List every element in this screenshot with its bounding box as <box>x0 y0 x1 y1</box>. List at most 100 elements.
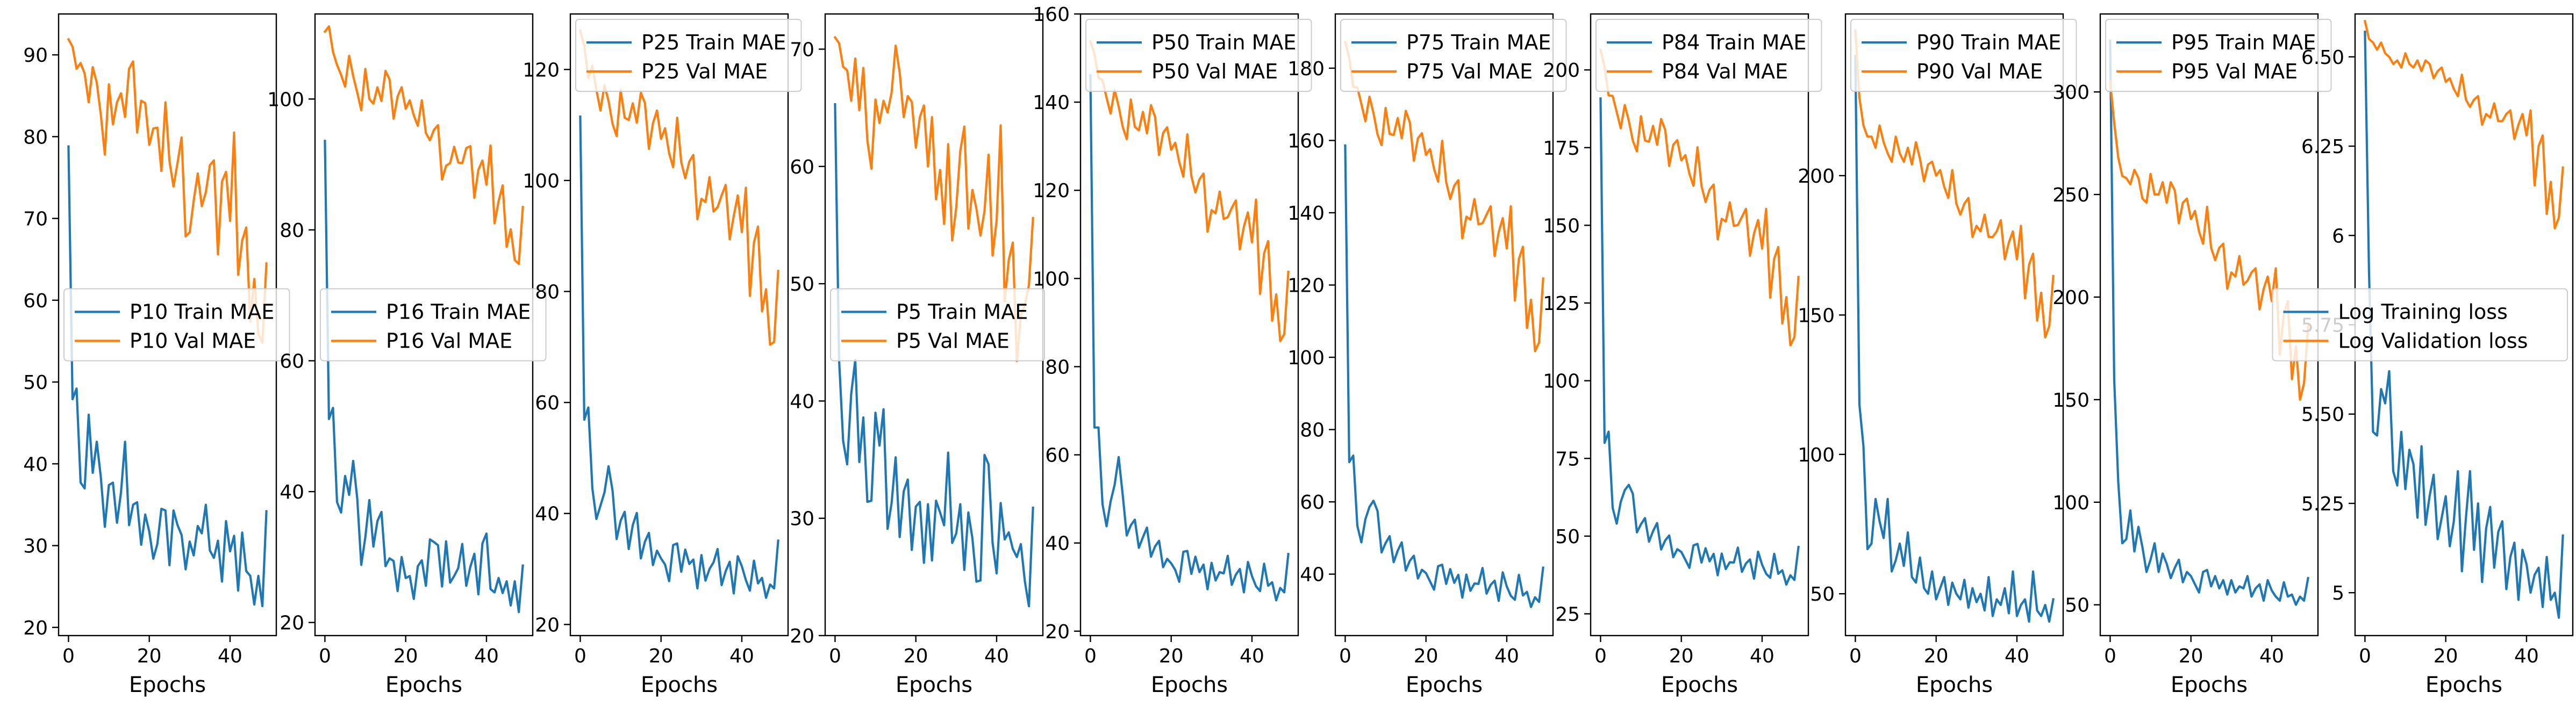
x-tick-label: 40 <box>2514 645 2539 667</box>
x-tick-label: 20 <box>393 645 418 667</box>
x-axis-label: Epochs <box>1151 673 1228 697</box>
y-tick-label: 100 <box>1798 444 1835 466</box>
legend-label-val: P25 Val MAE <box>641 60 768 83</box>
y-tick-label: 150 <box>2052 390 2090 412</box>
y-tick-label: 80 <box>1300 420 1325 442</box>
legend: P84 Train MAE P84 Val MAE <box>1595 19 1822 92</box>
legend-box <box>1085 19 1312 92</box>
y-tick-label: 70 <box>23 208 48 230</box>
y-tick-label: 25 <box>1555 604 1580 626</box>
y-tick-label: 60 <box>1300 492 1325 514</box>
legend-label-train: P16 Train MAE <box>386 300 531 324</box>
y-tick-label: 200 <box>1798 165 1835 188</box>
y-tick-label: 300 <box>2052 82 2090 104</box>
y-tick-label: 100 <box>2052 492 2090 514</box>
y-tick-label: 100 <box>1033 268 1070 290</box>
series-line-val <box>578 29 779 346</box>
y-tick-label: 60 <box>535 392 560 414</box>
x-axis-label: Epochs <box>129 673 206 697</box>
legend: P50 Train MAE P50 Val MAE <box>1085 19 1312 92</box>
y-tick-label: 80 <box>23 126 48 148</box>
x-axis-label: Epochs <box>1406 673 1483 697</box>
legend-label-train: P5 Train MAE <box>896 300 1028 324</box>
y-tick-label: 90 <box>23 45 48 67</box>
y-tick-label: 180 <box>1287 58 1325 80</box>
y-tick-label: 200 <box>2052 287 2090 309</box>
y-tick-label: 100 <box>267 89 304 111</box>
x-axis-label: Epochs <box>2425 673 2502 697</box>
x-tick-label: 0 <box>62 645 75 667</box>
y-tick-label: 30 <box>790 508 814 530</box>
x-tick-label: 40 <box>2259 645 2284 667</box>
legend-label-val: P84 Val MAE <box>1662 60 1788 83</box>
series-line-train <box>2364 31 2564 619</box>
series-line-val <box>1854 29 2055 338</box>
chart-9: 0 20 40 Epochs 50 100 150 200 250 300 P95 Train MA… <box>2052 13 2332 697</box>
x-tick-label: 20 <box>1669 645 1694 667</box>
series-line-val <box>1089 40 1290 342</box>
y-tick-label: 80 <box>535 282 560 304</box>
x-tick-label: 0 <box>1339 645 1351 667</box>
legend-label-train: P50 Train MAE <box>1151 31 1296 54</box>
x-axis-label: Epochs <box>641 673 718 697</box>
legend-label-train: P10 Train MAE <box>130 300 274 324</box>
legend-label-val: P5 Val MAE <box>896 329 1010 353</box>
x-axis-label: Epochs <box>1661 673 1738 697</box>
y-tick-label: 5 <box>2332 582 2344 604</box>
y-tick-label: 80 <box>280 220 304 242</box>
x-tick-label: 20 <box>2434 645 2458 667</box>
x-tick-label: 40 <box>1750 645 1774 667</box>
legend-label-val: P50 Val MAE <box>1151 60 1278 83</box>
chart-2: 0 20 40 Epochs 20 40 60 80 100 P16 Train MAE P16 V… <box>267 13 547 697</box>
legend-label-val: P10 Val MAE <box>130 329 256 353</box>
legend: P10 Train MAE P10 Val MAE <box>63 288 290 362</box>
axes-frame <box>569 13 789 637</box>
x-axis-label: Epochs <box>896 673 972 697</box>
axes-frame <box>1079 13 1299 637</box>
y-tick-label: 120 <box>1287 275 1325 297</box>
series-line-train <box>834 103 1034 608</box>
chart-1: 0 20 40 Epochs 20 30 40 50 60 70 80 90 P10 Train MAE… <box>23 13 290 697</box>
x-tick-label: 0 <box>1849 645 1862 667</box>
legend-label-train: P90 Train MAE <box>1916 31 2061 54</box>
y-tick-label: 20 <box>280 612 304 635</box>
y-tick-label: 6.25 <box>2301 136 2344 158</box>
x-tick-label: 0 <box>829 645 841 667</box>
x-axis-label: Epochs <box>385 673 462 697</box>
y-tick-label: 60 <box>790 156 814 178</box>
chart-8: 0 20 40 Epochs 50 100 150 200 P90 Train MAE P90 V… <box>1798 13 2077 697</box>
y-tick-label: 50 <box>1810 583 1835 605</box>
y-tick-label: 80 <box>1045 356 1070 378</box>
y-tick-label: 50 <box>1555 526 1580 548</box>
series-line-train <box>324 140 524 614</box>
legend: Log Training loss Log Validation loss <box>2272 288 2568 362</box>
y-tick-label: 200 <box>1543 60 1580 82</box>
y-tick-label: 120 <box>1033 180 1070 202</box>
legend: P90 Train MAE P90 Val MAE <box>1850 19 2077 92</box>
y-tick-label: 160 <box>1287 130 1325 152</box>
legend-label-train: Log Training loss <box>2338 300 2508 324</box>
x-tick-label: 0 <box>2359 645 2371 667</box>
chart-4: 0 20 40 Epochs 20 30 40 50 60 70 P5 Train MAE P5 Va… <box>790 13 1045 697</box>
x-tick-label: 40 <box>218 645 242 667</box>
legend-box <box>63 288 290 362</box>
legend-label-train: P84 Train MAE <box>1662 31 1806 54</box>
series-line-train <box>1854 54 2055 623</box>
y-tick-label: 140 <box>1287 203 1325 225</box>
chart-5: 0 20 40 Epochs 20 40 60 80 100 120 140 160 P50 Train… <box>1033 4 1312 697</box>
y-tick-label: 40 <box>1045 533 1070 555</box>
axes-frame <box>1590 13 1809 637</box>
x-axis-label: Epochs <box>2171 673 2248 697</box>
x-tick-label: 40 <box>1494 645 1519 667</box>
y-tick-label: 20 <box>790 625 814 647</box>
x-tick-label: 20 <box>1414 645 1439 667</box>
legend-label-train: P25 Train MAE <box>641 31 786 54</box>
axes-frame <box>1844 13 2064 637</box>
legend: P75 Train MAE P75 Val MAE <box>1340 19 1567 92</box>
y-tick-label: 50 <box>23 372 48 394</box>
x-tick-label: 40 <box>2005 645 2029 667</box>
y-tick-label: 20 <box>23 617 48 639</box>
